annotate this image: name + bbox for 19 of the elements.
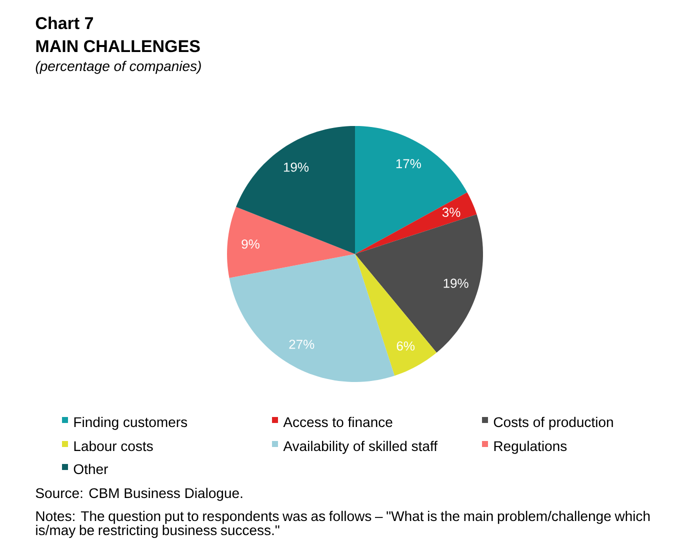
data-label: 6% — [396, 341, 415, 351]
legend-label: Regulations — [494, 440, 567, 454]
data-label: 9% — [242, 239, 260, 249]
data-label: 3% — [442, 208, 460, 217]
legend-label: Access to finance — [283, 416, 392, 428]
legend-label: Availability of skilled staff — [283, 440, 438, 454]
legend-label: Labour costs — [74, 440, 153, 452]
chart-title: Chart 7 — [36, 16, 94, 30]
chart-subtitle: MAIN CHALLENGES — [36, 40, 200, 52]
legend-label: Other — [74, 464, 108, 474]
data-label: 17% — [396, 159, 421, 168]
text: Notes: The question put to respondents was as follows – "What is the main problem/challenge which is/may be restricting business success." — [36, 510, 650, 538]
data-label: 19% — [284, 162, 309, 172]
data-label: 27% — [289, 340, 314, 349]
data-label: 19% — [444, 278, 468, 288]
source-note: Source: CBM Business Dialogue. — [36, 488, 242, 501]
legend-label: Costs of production — [494, 416, 613, 430]
legend-label: Finding customers — [74, 416, 188, 430]
text: (percentage of companies) — [36, 60, 201, 74]
